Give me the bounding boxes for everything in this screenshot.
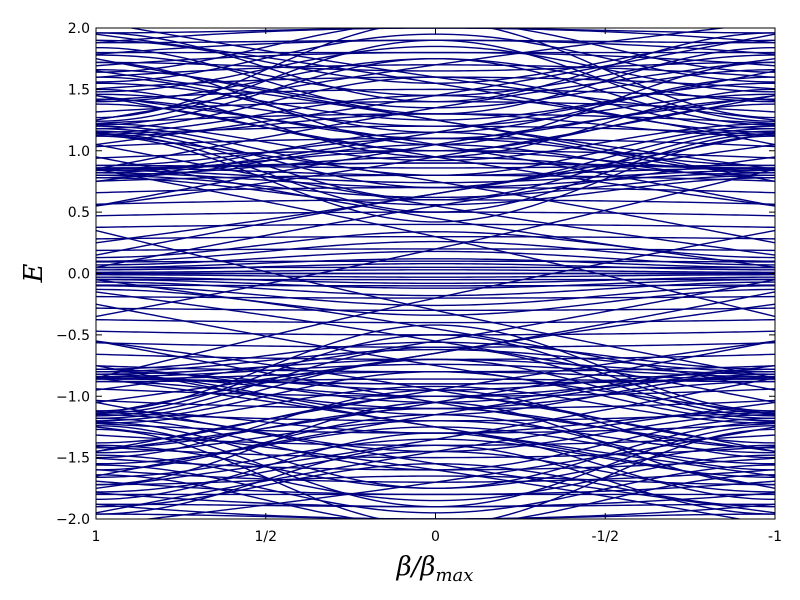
energy-band-line-100 (96, 513, 775, 519)
energy-band-line-113 (96, 330, 775, 336)
y-tick-label: −1.0 (56, 389, 90, 405)
x-axis-label-main: β/β (396, 552, 436, 582)
energy-band-line-114 (96, 199, 775, 205)
energy-band-line-161 (96, 168, 775, 318)
y-tick-label: 1.5 (68, 82, 90, 98)
y-tick-label: 0.0 (68, 267, 90, 283)
energy-band-line-22 (96, 363, 775, 378)
y-axis-label: E (19, 263, 49, 283)
energy-band-line-166 (96, 303, 775, 416)
energy-band-line-14 (96, 174, 775, 199)
energy-band-line-177 (96, 33, 775, 146)
energy-band-line-124 (96, 137, 775, 148)
energy-band-line-42 (96, 123, 775, 162)
energy-band-line-182 (96, 426, 744, 519)
energy-band-line-110 (96, 223, 775, 229)
energy-band-line-10 (96, 285, 775, 307)
energy-band-line-139 (96, 480, 775, 496)
energy-band-line-1 (96, 269, 775, 273)
energy-band-line-174 (96, 364, 775, 477)
energy-band-line-111 (96, 318, 775, 324)
energy-band-line-133 (96, 445, 775, 459)
energy-band-line-128 (96, 113, 775, 125)
energy-band-line-117 (96, 353, 775, 361)
x-axis-label-subscript: max (435, 565, 473, 586)
energy-band-line-179 (96, 401, 775, 514)
x-tick-label: 1/2 (254, 529, 277, 545)
y-tick-label: 1.0 (68, 144, 90, 160)
energy-band-line-16 (96, 169, 775, 184)
energy-band-line-126 (96, 125, 775, 136)
energy-band-line-181 (127, 28, 775, 121)
energy-band-line-97 (96, 475, 775, 486)
energy-band-line-105 (96, 284, 775, 287)
energy-band-line-112 (96, 211, 775, 217)
energy-band-line-115 (96, 342, 775, 348)
energy-band-line-85 (96, 57, 775, 103)
energy-band-line-4 (96, 276, 775, 285)
energy-band-line-175 (96, 364, 775, 477)
energy-band-line-20 (96, 348, 775, 373)
energy-band-line-125 (96, 399, 775, 410)
energy-band-line-141 (96, 492, 775, 508)
energy-band-line-11 (96, 231, 775, 259)
energy-band-line-12 (96, 288, 775, 316)
x-tick-label: -1 (768, 529, 782, 545)
energy-band-line-89 (96, 61, 775, 72)
energy-band-line-88 (96, 28, 775, 73)
energy-band-line-2 (96, 274, 775, 278)
energy-band-line-183 (142, 426, 775, 519)
y-tick-label: 2.0 (68, 21, 90, 37)
energy-band-line-140 (96, 39, 775, 55)
energy-band-line-171 (96, 340, 775, 453)
energy-band-line-92 (96, 28, 775, 34)
energy-band-line-127 (96, 411, 775, 422)
energy-band-line-132 (96, 88, 775, 102)
x-axis-label: β/βmax (396, 552, 474, 586)
energy-band-line-138 (96, 51, 775, 67)
x-tick-labels: 1 1/2 0 -1/2 -1 (92, 529, 782, 545)
series-layer (96, 28, 775, 519)
energy-band-line-169 (96, 94, 775, 207)
tick-layer (95, 27, 776, 520)
energy-band-line-129 (96, 422, 775, 434)
energy-band-line-167 (96, 303, 775, 416)
x-tick-label: -1/2 (591, 529, 619, 545)
energy-band-line-164 (96, 131, 775, 244)
x-tick-label: 1 (92, 529, 101, 545)
energy-band-line-173 (96, 70, 775, 183)
y-tick-label: −2.0 (56, 512, 90, 528)
energy-band-line-43 (96, 324, 775, 412)
y-tick-label: −0.5 (56, 328, 90, 344)
x-tick-label: 0 (431, 529, 440, 545)
energy-band-line-180 (96, 28, 729, 121)
energy-band-line-178 (96, 401, 775, 514)
energy-band-line-5 (96, 258, 775, 269)
energy-band-line-3 (96, 262, 775, 271)
energy-band-line-165 (96, 131, 775, 244)
y-tick-label: −1.5 (56, 451, 90, 467)
energy-band-line-37 (96, 135, 775, 223)
energy-band-line-176 (96, 33, 775, 146)
energy-band-line-162 (96, 229, 775, 379)
energy-band-line-6 (96, 278, 775, 289)
energy-band-line-96 (96, 474, 775, 519)
energy-band-line-168 (96, 94, 775, 207)
energy-band-line-9 (96, 240, 775, 262)
energy-band-line-172 (96, 70, 775, 183)
energy-band-line-104 (96, 260, 775, 263)
energy-band-line-48 (96, 385, 775, 424)
y-tick-labels: −2.0 −1.5 −1.0 −0.5 0.0 0.5 1.0 1.5 2.0 (56, 21, 90, 528)
y-tick-label: 0.5 (68, 205, 90, 221)
energy-band-line-116 (96, 186, 775, 194)
energy-band-line-170 (96, 340, 775, 453)
energy-band-line-93 (96, 444, 775, 490)
